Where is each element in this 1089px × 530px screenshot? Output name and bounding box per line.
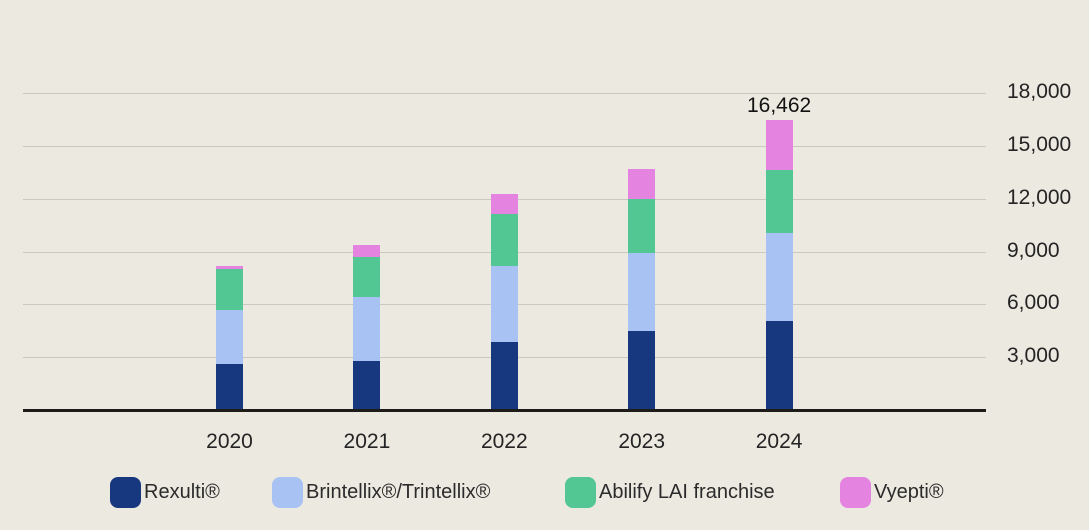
y-axis-tick-label: 6,000: [1007, 291, 1060, 315]
bar-segment-vyepti--2020: [216, 265, 243, 269]
bar-segment-brintellix-trintellix--2024: [765, 233, 793, 321]
bar-segment-brintellix-trintellix--2023: [628, 253, 656, 332]
bar-segment-rexulti--2020: [216, 364, 243, 410]
x-axis-label-2024: 2024: [755, 430, 803, 453]
bar-2024: [765, 120, 793, 410]
legend-item-vyepti: Vyepti®: [840, 477, 944, 508]
bar-segment-abilify-lai-franchise-2020: [216, 268, 243, 310]
y-axis-tick-label: 9,000: [1007, 238, 1060, 262]
y-axis-tick-label: 18,000: [1007, 80, 1072, 103]
y-axis-tick-label: 3,000: [1007, 344, 1060, 368]
bar-segment-rexulti--2021: [353, 361, 381, 410]
legend-swatch-brintellix-trintellix: [272, 477, 303, 508]
y-axis-tick-label: 15,000: [1007, 132, 1072, 156]
gridline: [23, 145, 986, 147]
x-axis-label-2021: 2021: [343, 430, 391, 453]
legend-label-vyepti: Vyepti®: [874, 481, 944, 503]
bar-segment-abilify-lai-franchise-2021: [353, 257, 381, 298]
bar-segment-rexulti--2024: [765, 320, 793, 410]
bar-segment-vyepti--2022: [490, 193, 518, 214]
bar-segment-brintellix-trintellix--2020: [216, 309, 243, 365]
bar-segment-abilify-lai-franchise-2024: [765, 170, 793, 234]
bar-2021: [353, 245, 381, 410]
gridline: [23, 93, 986, 94]
legend-swatch-rexulti: [110, 477, 141, 508]
x-axis-line: [23, 409, 986, 412]
x-axis-label-2023: 2023: [618, 430, 666, 453]
chart-legend: Rexulti® Brintellix®/Trintellix® Abilify L…: [0, 0, 1089, 508]
legend-item-brintellix-trintellix: Brintellix®/Trintellix®: [272, 477, 490, 508]
legend-label-rexulti: Rexulti®: [144, 481, 220, 503]
legend-label-brintellix-trintellix: Brintellix®/Trintellix®: [306, 481, 491, 503]
bar-segment-rexulti--2023: [628, 331, 656, 410]
legend-swatch-vyepti: [840, 477, 871, 508]
bar-segment-abilify-lai-franchise-2023: [628, 198, 656, 254]
bar-segment-brintellix-trintellix--2021: [353, 297, 381, 362]
bar-segment-vyepti--2023: [628, 168, 656, 199]
bar-2022: [490, 193, 518, 410]
bar-2023: [628, 168, 656, 410]
x-axis-label-2022: 2022: [480, 430, 528, 453]
bar-segment-vyepti--2024: [765, 120, 793, 171]
bar-segment-abilify-lai-franchise-2022: [490, 213, 518, 267]
bar-segment-brintellix-trintellix--2022: [490, 266, 518, 343]
x-axis-label-2020: 2020: [206, 430, 253, 453]
legend-swatch-abilify-lai-franchise: [565, 477, 596, 508]
bar-segment-vyepti--2021: [353, 245, 381, 258]
total-value-label: 16,462: [746, 94, 812, 118]
bar-segment-rexulti--2022: [490, 342, 518, 410]
legend-label-abilify-lai-franchise: Abilify LAI franchise: [599, 481, 775, 503]
legend-item-rexulti: Rexulti®: [110, 477, 220, 508]
bar-2020: [216, 265, 243, 410]
y-axis-tick-label: 12,000: [1007, 185, 1072, 209]
legend-item-abilify-lai-franchise: Abilify LAI franchise: [565, 477, 775, 508]
